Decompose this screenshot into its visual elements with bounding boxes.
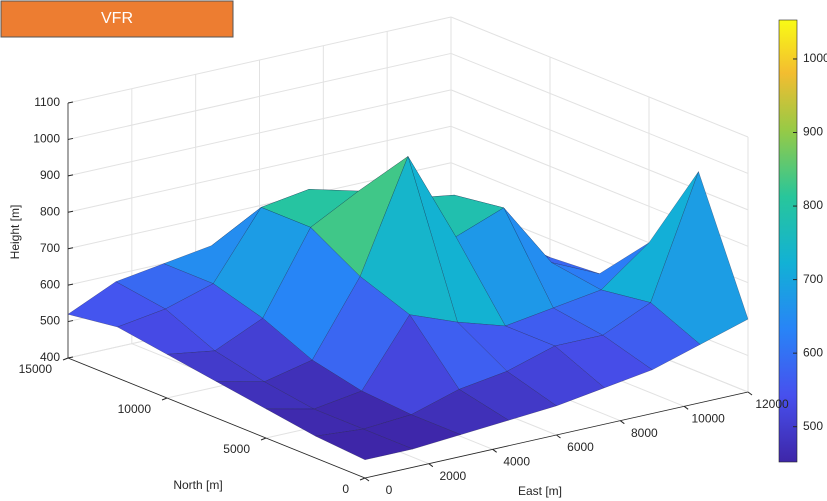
surface-patch: [314, 428, 414, 460]
colorbar-tick-label: 700: [803, 272, 823, 286]
y-tick-label: 5000: [223, 442, 250, 456]
x-axis-label: East [m]: [518, 484, 562, 498]
colorbar-tick-label: 900: [803, 125, 823, 139]
x-tick: [364, 477, 370, 482]
x-tick: [620, 420, 625, 425]
z-tick: [67, 101, 74, 104]
z-tick: [67, 320, 74, 323]
y-tick: [260, 437, 267, 441]
z-tick-label: 800: [40, 204, 60, 218]
x-tick-label: 10000: [691, 412, 725, 426]
y-tick: [62, 357, 69, 361]
grid-line: [67, 125, 452, 213]
x-tick-label: 0: [386, 483, 393, 497]
z-tick-label: 500: [40, 314, 60, 328]
x-tick: [683, 405, 689, 410]
title-box: [0, 0, 234, 38]
x-tick: [428, 463, 434, 468]
z-tick: [67, 210, 74, 213]
z-tick-label: 600: [40, 277, 60, 291]
x-tick-label: 2000: [439, 469, 466, 483]
z-tick-label: 900: [40, 168, 60, 182]
y-tick: [161, 397, 168, 401]
x-tick-label: 12000: [755, 397, 789, 411]
grid-line: [450, 16, 749, 138]
colorbar: [778, 19, 798, 463]
z-tick-label: 700: [40, 241, 60, 255]
z-tick-label: 400: [40, 350, 60, 364]
z-tick: [67, 137, 74, 140]
z-tick-label: 1000: [33, 132, 60, 146]
grid-line: [67, 52, 452, 140]
colorbar-tick-label: 500: [803, 419, 823, 433]
axis-line: [67, 357, 366, 479]
y-axis-label: North [m]: [173, 478, 222, 492]
z-tick: [67, 247, 74, 250]
x-tick: [747, 391, 753, 396]
colorbar-tick-label: 1000: [803, 51, 827, 65]
grid-line: [450, 52, 749, 174]
x-tick: [556, 434, 561, 439]
x-tick-label: 4000: [503, 455, 530, 469]
title: VFR: [101, 10, 133, 27]
x-tick-label: 8000: [631, 426, 658, 440]
grid-line: [67, 16, 452, 104]
z-tick: [67, 283, 74, 286]
grid-line: [67, 89, 452, 177]
y-tick: [359, 477, 366, 481]
colorbar-tick-label: 800: [803, 198, 823, 212]
colorbar-tick-label: 600: [803, 345, 823, 359]
x-tick: [492, 448, 497, 453]
x-tick-label: 6000: [567, 440, 594, 454]
z-tick-label: 1100: [34, 95, 60, 109]
z-axis-label: Height [m]: [8, 205, 22, 260]
z-tick: [67, 356, 74, 359]
z-tick: [67, 174, 74, 177]
y-tick-label: 0: [342, 482, 349, 496]
y-tick-label: 10000: [118, 402, 152, 416]
y-tick-label: 15000: [19, 362, 53, 376]
